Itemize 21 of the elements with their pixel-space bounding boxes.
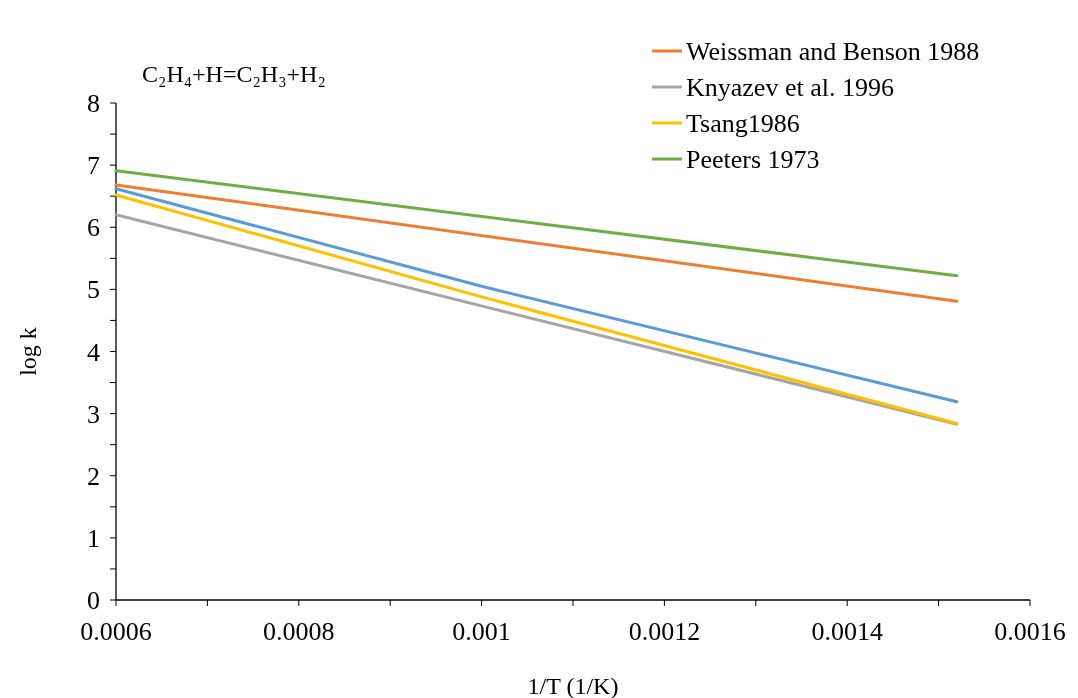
x-tick-label: 0.0008 (263, 617, 335, 646)
legend-label: Peeters 1973 (686, 145, 820, 175)
legend-label: Tsang1986 (686, 109, 800, 139)
x-tick-label: 0.0006 (80, 617, 152, 646)
y-tick-label: 1 (87, 523, 100, 553)
legend-label: Knyazev et al. 1996 (686, 73, 894, 103)
y-tick-label: 2 (87, 461, 100, 491)
y-tick-label: 4 (87, 337, 100, 367)
x-tick-label: 0.0016 (994, 617, 1066, 646)
chart-title: C₂H₄+H=C₂H₃+H₂ (142, 61, 326, 87)
y-axis-title: log k (15, 327, 41, 376)
y-tick-label: 7 (87, 151, 100, 181)
y-tick-label: 8 (87, 89, 100, 119)
y-tick-label: 0 (87, 586, 100, 616)
legend-label: Weissman and Benson 1988 (686, 37, 980, 67)
y-tick-label: 6 (87, 213, 100, 243)
y-tick-label: 5 (87, 275, 100, 305)
x-tick-label: 0.0012 (628, 617, 701, 646)
y-tick-label: 3 (87, 399, 100, 429)
x-tick-label: 0.0014 (811, 617, 883, 646)
x-tick-label: 0.001 (452, 617, 511, 646)
